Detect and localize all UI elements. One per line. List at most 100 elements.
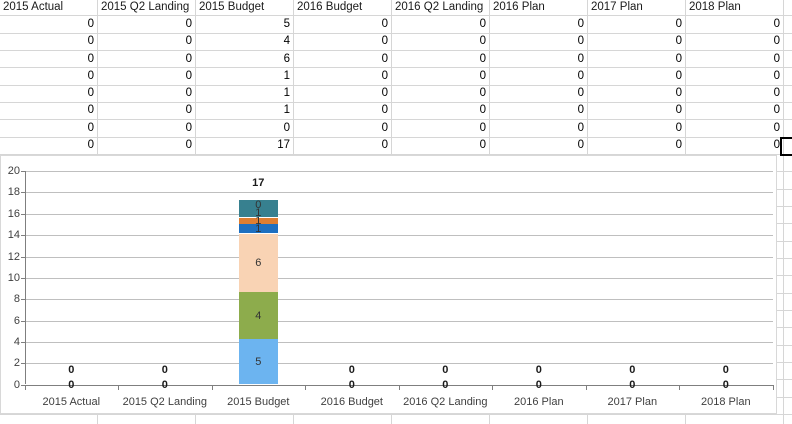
table-cell[interactable]: 0 xyxy=(773,87,780,100)
table-cell[interactable]: 0 xyxy=(675,104,682,117)
table-cell[interactable]: 0 xyxy=(381,17,388,30)
table-cell[interactable]: 0 xyxy=(479,104,486,117)
stacked-bar-chart-object[interactable]: 0 2 4 6 8 10 12 14 16 18 20 2015 Actual 0 2015 Q2 Lan… xyxy=(0,155,777,414)
segment-value-label: 1 xyxy=(255,222,262,235)
table-cell[interactable]: 1 xyxy=(283,87,290,100)
table-cell[interactable]: 0 xyxy=(577,69,584,82)
bar-segment[interactable] xyxy=(238,199,278,218)
table-cell[interactable]: 0 xyxy=(479,121,486,134)
column-header[interactable]: 2015 Q2 Landing xyxy=(101,1,190,13)
y-axis-label: 18 xyxy=(7,186,20,199)
table-cell[interactable]: 0 xyxy=(479,52,486,65)
table-cell[interactable]: 0 xyxy=(87,17,94,30)
table-cell[interactable]: 0 xyxy=(773,139,780,152)
y-axis-tick xyxy=(20,213,25,215)
table-cell[interactable]: 17 xyxy=(277,139,290,152)
table-cell[interactable]: 0 xyxy=(87,104,94,117)
table-cell[interactable]: 0 xyxy=(577,104,584,117)
column-header[interactable]: 2016 Budget xyxy=(297,1,363,13)
x-axis-category-label: 2016 Q2 Landing xyxy=(403,395,488,408)
table-cell[interactable]: 0 xyxy=(87,52,94,65)
y-axis-line xyxy=(24,171,26,385)
zero-value-label: 0 xyxy=(629,378,636,391)
table-cell[interactable]: 1 xyxy=(283,104,290,117)
table-cell[interactable]: 0 xyxy=(773,17,780,30)
table-cell[interactable]: 0 xyxy=(773,104,780,117)
table-cell[interactable]: 0 xyxy=(87,87,94,100)
zero-total-label: 0 xyxy=(161,364,168,376)
row-gridline xyxy=(0,15,792,17)
bar-segment[interactable] xyxy=(238,233,278,293)
table-cell[interactable]: 0 xyxy=(675,121,682,134)
table-cell[interactable]: 0 xyxy=(381,121,388,134)
bar-segment[interactable] xyxy=(238,223,278,234)
y-axis-tick xyxy=(20,341,25,343)
table-cell[interactable]: 0 xyxy=(479,139,486,152)
table-cell[interactable]: 0 xyxy=(381,35,388,48)
table-cell[interactable]: 0 xyxy=(577,139,584,152)
x-axis-tick xyxy=(305,384,306,390)
table-cell[interactable]: 0 xyxy=(675,35,682,48)
table-cell[interactable]: 1 xyxy=(283,69,290,82)
table-cell[interactable]: 0 xyxy=(185,87,192,100)
table-cell[interactable]: 0 xyxy=(773,69,780,82)
y-axis-tick xyxy=(20,192,25,194)
column-header[interactable]: 2017 Plan xyxy=(591,1,643,13)
x-axis-tick xyxy=(585,384,587,390)
column-header[interactable]: 2016 Plan xyxy=(493,1,545,13)
table-cell[interactable]: 0 xyxy=(185,52,192,65)
table-cell[interactable]: 0 xyxy=(87,69,94,82)
table-cell[interactable]: 0 xyxy=(675,17,682,30)
table-cell[interactable]: 0 xyxy=(87,35,94,48)
table-cell[interactable]: 0 xyxy=(185,17,192,30)
chart-gridline xyxy=(24,192,773,194)
table-cell[interactable]: 0 xyxy=(381,87,388,100)
table-cell[interactable]: 0 xyxy=(675,87,682,100)
table-cell[interactable]: 0 xyxy=(577,52,584,65)
bar-segment[interactable] xyxy=(238,292,278,340)
table-cell[interactable]: 0 xyxy=(185,35,192,48)
bar-segment[interactable] xyxy=(238,217,278,224)
y-axis-label: 0 xyxy=(13,378,20,391)
table-cell[interactable]: 0 xyxy=(773,52,780,65)
table-cell[interactable]: 0 xyxy=(185,121,192,134)
bar-segment[interactable] xyxy=(238,339,278,385)
table-cell[interactable]: 0 xyxy=(773,121,780,134)
table-cell[interactable]: 0 xyxy=(675,52,682,65)
table-cell[interactable]: 0 xyxy=(87,139,94,152)
table-cell[interactable]: 0 xyxy=(87,121,94,134)
segment-value-label: 1 xyxy=(255,214,262,227)
column-header[interactable]: 2015 Actual xyxy=(3,1,64,13)
table-cell[interactable]: 0 xyxy=(675,139,682,152)
column-header[interactable]: 2016 Q2 Landing xyxy=(395,1,484,13)
table-cell[interactable]: 0 xyxy=(381,104,388,117)
column-header[interactable]: 2015 Budget xyxy=(199,1,265,13)
table-cell[interactable]: 0 xyxy=(381,69,388,82)
table-cell[interactable]: 0 xyxy=(577,87,584,100)
table-cell[interactable]: 0 xyxy=(479,35,486,48)
table-cell[interactable]: 0 xyxy=(185,139,192,152)
table-cell[interactable]: 0 xyxy=(185,104,192,117)
table-cell[interactable]: 5 xyxy=(283,17,290,30)
table-cell[interactable]: 0 xyxy=(381,52,388,65)
table-cell[interactable]: 0 xyxy=(577,35,584,48)
table-cell[interactable]: 4 xyxy=(283,35,290,48)
table-cell[interactable]: 0 xyxy=(773,35,780,48)
table-cell[interactable]: 0 xyxy=(577,17,584,30)
table-cell[interactable]: 0 xyxy=(479,87,486,100)
zero-value-label: 0 xyxy=(348,378,355,391)
table-cell[interactable]: 6 xyxy=(283,52,290,65)
x-axis-tick xyxy=(398,384,400,390)
active-cell-border[interactable] xyxy=(780,137,792,156)
table-cell[interactable]: 0 xyxy=(283,121,290,134)
y-axis-tick xyxy=(20,320,25,322)
table-cell[interactable]: 0 xyxy=(577,121,584,134)
y-axis-tick xyxy=(20,171,25,173)
table-cell[interactable]: 0 xyxy=(381,139,388,152)
table-cell[interactable]: 0 xyxy=(479,69,486,82)
zero-value-label: 0 xyxy=(68,378,75,391)
table-cell[interactable]: 0 xyxy=(185,69,192,82)
column-header[interactable]: 2018 Plan xyxy=(689,1,741,13)
table-cell[interactable]: 0 xyxy=(479,17,486,30)
table-cell[interactable]: 0 xyxy=(675,69,682,82)
